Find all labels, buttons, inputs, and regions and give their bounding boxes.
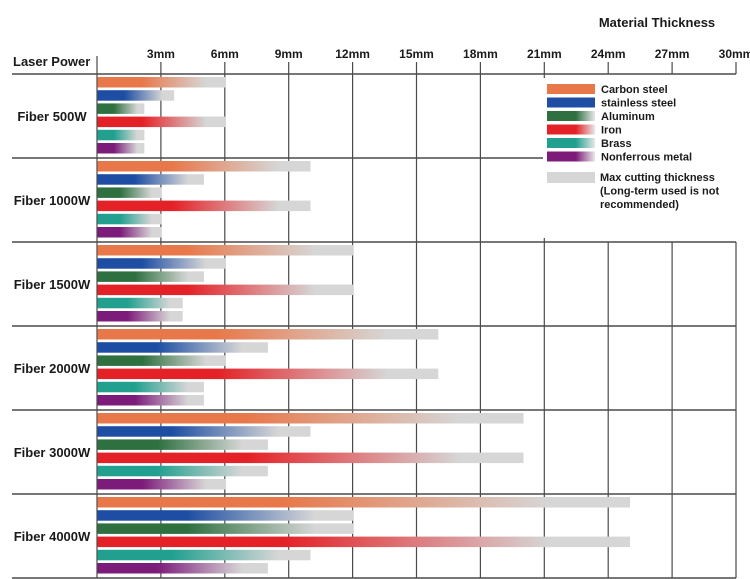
legend-swatch: [547, 124, 595, 135]
legend-label: Carbon steel: [601, 84, 668, 96]
category-label: Fiber 3000W: [14, 445, 91, 460]
bar-iron: [97, 116, 226, 128]
bar-iron: [97, 536, 630, 548]
bar-stainless-steel: [97, 174, 204, 185]
grid-lines: [12, 56, 737, 579]
bar-aluminum: [97, 271, 204, 282]
legend-label: Iron: [601, 125, 622, 137]
bar-nonferrous-metal: [97, 311, 183, 322]
category-label: Fiber 2000W: [14, 361, 91, 376]
x-tick-label: 27mm: [655, 47, 690, 61]
bar-stainless-steel: [97, 510, 354, 521]
category-label: Fiber 4000W: [14, 529, 91, 544]
bar-aluminum: [97, 523, 354, 534]
legend-label: Aluminum: [601, 111, 655, 123]
bar-brass: [97, 129, 145, 141]
bar-aluminum: [97, 355, 226, 366]
bar-iron: [97, 200, 311, 212]
bar-brass: [97, 465, 268, 477]
bar-nonferrous-metal: [97, 563, 268, 574]
x-tick-label: 12mm: [335, 47, 370, 61]
bar-carbon-steel: [97, 77, 226, 88]
x-tick-labels: 3mm 6mm 9mm 12mm 15mm 18mm 21mm 24mm 27mm 30mm: [147, 47, 750, 61]
category-rows: Fiber 500W Fiber 1000W Fiber 1500W Fiber 20…: [14, 109, 91, 544]
x-tick-label: 30mm: [719, 47, 750, 61]
legend-note-line: recommended): [600, 199, 679, 211]
bar-aluminum: [97, 439, 268, 450]
chart-title: Material Thickness: [599, 15, 715, 30]
bar-carbon-steel: [97, 329, 439, 340]
legend-swatch: [547, 97, 595, 108]
x-tick-label: 18mm: [463, 47, 498, 61]
category-label: Fiber 1000W: [14, 193, 91, 208]
bar-iron: [97, 368, 439, 380]
y-axis-label: Laser Power: [13, 54, 90, 69]
bar-brass: [97, 297, 183, 309]
legend-label: stainless steel: [601, 98, 676, 110]
legend-note-line: (Long-term used is not: [600, 186, 720, 198]
bar-nonferrous-metal: [97, 143, 145, 154]
bar-aluminum: [97, 103, 145, 114]
bar-carbon-steel: [97, 497, 630, 508]
category-label: Fiber 1500W: [14, 277, 91, 292]
bar-brass: [97, 549, 311, 561]
bar-stainless-steel: [97, 258, 226, 269]
bar-carbon-steel: [97, 161, 311, 172]
legend-swatch: [547, 84, 595, 94]
x-tick-label: 3mm: [147, 47, 175, 61]
legend-note-line: Max cutting thickness: [600, 172, 715, 184]
category-label: Fiber 500W: [17, 109, 87, 124]
bar-iron: [97, 284, 354, 296]
x-tick-label: 9mm: [275, 47, 303, 61]
bar-stainless-steel: [97, 342, 268, 353]
legend-swatch: [547, 138, 595, 148]
x-tick-label: 24mm: [591, 47, 626, 61]
x-tick-label: 6mm: [211, 47, 239, 61]
bar-carbon-steel: [97, 413, 524, 424]
bar-nonferrous-metal: [97, 395, 204, 406]
bar-iron: [97, 452, 524, 464]
bars: [97, 77, 630, 574]
bar-stainless-steel: [97, 90, 175, 101]
legend-swatch-max: [547, 172, 595, 183]
legend-swatch: [547, 111, 595, 121]
legend-swatch: [547, 151, 595, 162]
legend-label: Nonferrous metal: [601, 152, 692, 164]
bar-stainless-steel: [97, 426, 311, 437]
bar-carbon-steel: [97, 245, 354, 256]
bar-nonferrous-metal: [97, 227, 162, 238]
bar-brass: [97, 381, 204, 393]
bar-brass: [97, 213, 162, 225]
legend-label: Brass: [601, 138, 632, 150]
x-tick-label: 21mm: [527, 47, 562, 61]
x-tick-label: 15mm: [399, 47, 434, 61]
bar-aluminum: [97, 187, 162, 198]
bar-nonferrous-metal: [97, 479, 226, 490]
